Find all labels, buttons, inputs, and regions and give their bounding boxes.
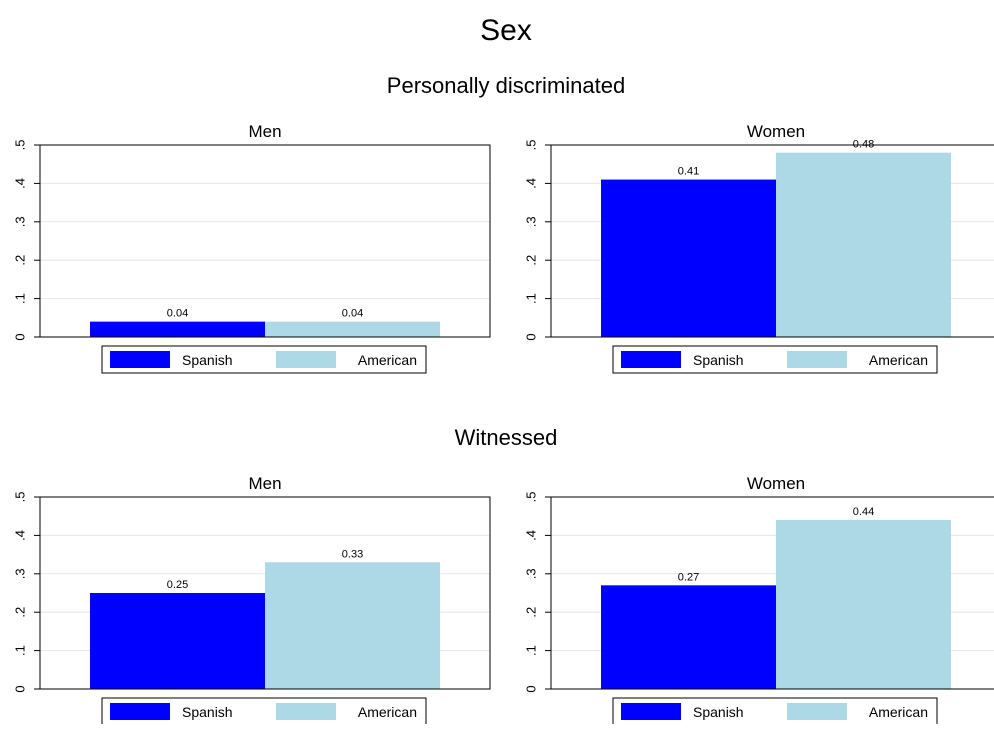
panel-witnessed-women-ytick-label-3: .3 [523, 568, 538, 579]
panel-witnessed-men-ytick-label-3: .3 [12, 568, 27, 579]
panel-witnessed-men-value-label-spanish: 0.25 [167, 579, 188, 591]
panel-personally-discriminated-men-value-label-american: 0.04 [342, 308, 363, 320]
panel-personally-discriminated-men-title: Men [248, 122, 281, 141]
panel-witnessed-men-ytick-label-1: .1 [12, 645, 27, 656]
panel-witnessed-women-bar-spanish [601, 585, 776, 689]
panel-personally-discriminated-women-ytick-label-0: 0 [523, 333, 538, 340]
panel-witnessed-men-ytick-label-0: 0 [12, 685, 27, 692]
panel-personally-discriminated-men-bar-spanish [90, 321, 265, 337]
panel-witnessed-women-legend-swatch-spanish [621, 703, 681, 720]
panel-personally-discriminated-men: Men 0.04 0.04 0 .1 .2 .3 .4 .5 Spanish American [12, 122, 491, 374]
panel-personally-discriminated-men-legend-swatch-american [276, 351, 336, 368]
panel-personally-discriminated-women-ytick-label-5: .5 [523, 140, 538, 151]
panel-personally-discriminated-men-plot-frame [39, 144, 491, 338]
panel-personally-discriminated-men-ytick-label-1: .1 [12, 293, 27, 304]
panel-personally-discriminated-women-plot-frame [550, 144, 994, 338]
panel-witnessed-men-bar-american [265, 562, 440, 689]
panel-personally-discriminated-men-legend-label-american: American [358, 352, 417, 368]
panel-witnessed-women: Women 0.27 0.44 0 .1 .2 .3 .4 .5 Spanish American [523, 474, 994, 726]
figure-title: Sex [480, 14, 532, 47]
panel-witnessed-women-legend-label-american: American [869, 704, 928, 720]
panel-witnessed-women-ytick-label-4: .4 [523, 530, 538, 541]
panel-witnessed-men-bar-spanish [90, 593, 265, 689]
panel-personally-discriminated-men-bar-american [265, 321, 440, 337]
panel-personally-discriminated-men-legend-label-spanish: Spanish [182, 352, 233, 368]
panel-personally-discriminated-men-ytick-label-4: .4 [12, 178, 27, 189]
panel-witnessed-men-plot-frame [39, 496, 491, 690]
panel-personally-discriminated-men-ytick-label-5: .5 [12, 140, 27, 151]
panel-personally-discriminated-women-legend-swatch-american [787, 351, 847, 368]
panel-witnessed-women-legend-swatch-american [787, 703, 847, 720]
panel-witnessed-men-legend-swatch-american [276, 703, 336, 720]
panel-personally-discriminated-women-ytick-label-2: .2 [523, 255, 538, 266]
panel-personally-discriminated-women-ytick-label-4: .4 [523, 178, 538, 189]
section-title-personally-discriminated: Personally discriminated [387, 73, 625, 98]
panel-witnessed-women-value-label-spanish: 0.27 [678, 571, 699, 583]
panel-personally-discriminated-women-legend-label-american: American [869, 352, 928, 368]
panel-witnessed-women-ytick-label-0: 0 [523, 685, 538, 692]
panel-witnessed-men-legend-label-american: American [358, 704, 417, 720]
panel-witnessed-men-ytick-label-2: .2 [12, 607, 27, 618]
panel-personally-discriminated-women-ytick-label-3: .3 [523, 216, 538, 227]
panel-witnessed-women-value-label-american: 0.44 [853, 506, 874, 518]
panel-witnessed-women-legend-label-spanish: Spanish [693, 704, 744, 720]
panel-personally-discriminated-women-ytick-label-1: .1 [523, 293, 538, 304]
panel-personally-discriminated-women-title: Women [747, 122, 805, 141]
panel-personally-discriminated-men-legend-swatch-spanish [110, 351, 170, 368]
panel-personally-discriminated-men-ytick-label-3: .3 [12, 216, 27, 227]
panel-witnessed-women-ytick-label-2: .2 [523, 607, 538, 618]
panel-witnessed-men-title: Men [248, 474, 281, 493]
panel-witnessed-men-ytick-label-5: .5 [12, 492, 27, 503]
panel-witnessed-men-ytick-label-4: .4 [12, 530, 27, 541]
panel-witnessed-men-legend-swatch-spanish [110, 703, 170, 720]
panel-witnessed-men-legend-label-spanish: Spanish [182, 704, 233, 720]
panel-witnessed-women-bar-american [776, 520, 951, 689]
panel-personally-discriminated-women-legend-label-spanish: Spanish [693, 352, 744, 368]
panel-personally-discriminated-women-legend-swatch-spanish [621, 351, 681, 368]
panel-witnessed-women-plot-frame [550, 496, 994, 690]
panel-personally-discriminated-men-value-label-spanish: 0.04 [167, 308, 188, 320]
panel-personally-discriminated-men-ytick-label-2: .2 [12, 255, 27, 266]
panel-witnessed-women-ytick-label-1: .1 [523, 645, 538, 656]
section-title-witnessed: Witnessed [455, 425, 558, 450]
panel-witnessed-women-title: Women [747, 474, 805, 493]
panel-personally-discriminated-women-bar-spanish [601, 179, 776, 337]
panel-personally-discriminated-women-bar-american [776, 152, 951, 337]
panel-personally-discriminated-women-value-label-spanish: 0.41 [678, 166, 699, 178]
panel-personally-discriminated-men-ytick-label-0: 0 [12, 333, 27, 340]
panel-witnessed-men: Men 0.25 0.33 0 .1 .2 .3 .4 .5 Spanish American [12, 474, 491, 726]
panel-witnessed-women-ytick-label-5: .5 [523, 492, 538, 503]
panel-witnessed-men-value-label-american: 0.33 [342, 548, 363, 560]
